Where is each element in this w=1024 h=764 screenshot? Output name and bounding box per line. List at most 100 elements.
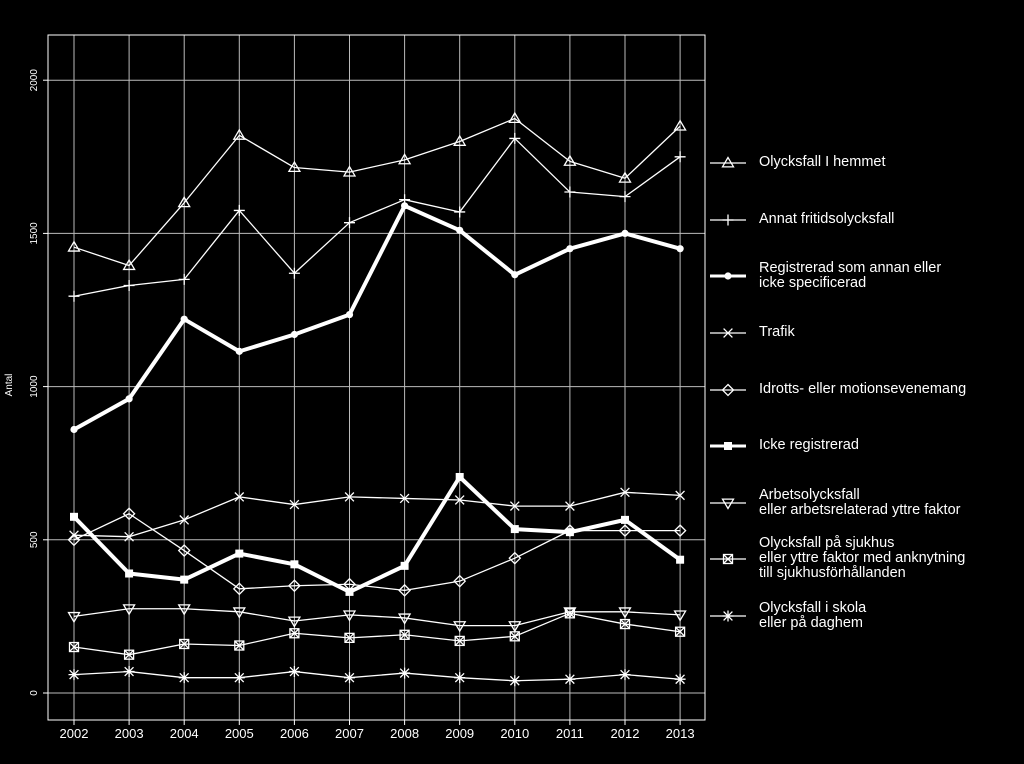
data-point <box>344 492 355 502</box>
data-point <box>401 202 409 210</box>
series-line <box>73 670 681 682</box>
data-point <box>509 631 520 642</box>
grid-lines <box>48 35 705 720</box>
data-point <box>566 245 574 253</box>
data-point <box>674 626 686 637</box>
data-point <box>232 607 246 619</box>
data-point <box>122 507 136 521</box>
data-point <box>564 608 576 619</box>
y-tick-label: 0 <box>29 690 40 696</box>
legend-label: Olycksfall på sjukhus eller yttre faktor… <box>759 535 966 581</box>
x-tick-label: 2010 <box>500 726 529 741</box>
series-9 <box>68 666 686 687</box>
x-tick-label: 2005 <box>225 726 254 741</box>
data-point <box>456 226 464 234</box>
data-point <box>676 245 684 253</box>
legend-label: Olycksfall I hemmet <box>759 154 886 170</box>
data-point <box>397 153 412 165</box>
data-point <box>400 561 409 570</box>
legend-label: Annat fritidsolycksfall <box>759 211 895 227</box>
series-2 <box>68 132 686 302</box>
data-point <box>398 583 412 597</box>
data-point <box>68 669 80 681</box>
data-point <box>68 641 80 653</box>
legend-label: Arbetsolycksfall eller arbetsrelaterad y… <box>759 487 961 518</box>
x-tick-label: 2003 <box>115 726 144 741</box>
x-tick-label: 2011 <box>556 726 584 741</box>
y-tick-label: 1000 <box>29 375 40 398</box>
data-point <box>233 204 245 216</box>
data-point <box>509 132 521 144</box>
data-point <box>345 310 354 319</box>
data-point <box>676 555 685 564</box>
data-point <box>397 613 412 625</box>
data-point <box>124 531 134 542</box>
legend-symbol <box>710 272 746 280</box>
data-point <box>177 195 191 208</box>
data-point <box>673 610 687 622</box>
data-point <box>235 347 243 355</box>
data-point <box>564 186 576 198</box>
data-point <box>180 315 188 323</box>
legend-marker <box>722 214 734 226</box>
data-point <box>454 206 466 218</box>
data-point <box>123 279 135 291</box>
x-tick-label: 2002 <box>60 726 89 741</box>
data-point <box>563 154 577 166</box>
legend-marker <box>722 553 734 565</box>
data-point <box>234 640 245 651</box>
data-point <box>122 258 136 271</box>
data-point <box>619 618 631 630</box>
data-point <box>399 493 410 504</box>
data-point <box>455 472 464 481</box>
series-line <box>73 491 681 538</box>
legend-symbol <box>710 214 746 226</box>
data-point <box>509 675 521 687</box>
x-tick-label: 2013 <box>666 726 695 741</box>
data-point <box>508 621 522 633</box>
data-point <box>621 515 629 524</box>
legend-label: Idrotts- eller motionsevenemang <box>759 381 967 397</box>
data-point <box>453 134 467 146</box>
data-point <box>179 515 190 525</box>
data-point <box>67 611 81 624</box>
data-point <box>123 666 135 678</box>
series-layer <box>67 111 687 687</box>
x-tick-label: 2004 <box>170 726 199 741</box>
x-axis: 2002 2003 2004 2005 2006 2007 2008 2009 2010 2011… <box>60 720 695 741</box>
x-tick-label: 2007 <box>335 726 364 741</box>
data-point <box>232 128 246 140</box>
plot-frame <box>47 34 706 721</box>
legend-marker <box>724 442 732 450</box>
data-point <box>342 165 357 177</box>
legend-marker <box>721 383 735 397</box>
data-point <box>508 551 522 565</box>
data-point <box>511 271 519 279</box>
data-point <box>287 579 301 593</box>
data-point <box>508 111 522 123</box>
data-point <box>234 492 245 502</box>
data-point <box>675 490 685 501</box>
data-point <box>344 672 355 684</box>
x-tick-label: 2006 <box>280 726 309 741</box>
data-point <box>618 524 632 538</box>
data-point <box>177 544 191 557</box>
series-line <box>73 117 681 267</box>
legend-label: Icke registrerad <box>759 437 859 453</box>
data-point <box>619 191 631 203</box>
legend-marker <box>724 272 732 280</box>
legend-marker <box>721 156 735 168</box>
data-point <box>288 666 300 678</box>
data-point <box>344 217 355 229</box>
data-point <box>565 528 574 537</box>
data-point <box>453 574 467 588</box>
legend-label: Olycksfall i skola eller på daghem <box>759 600 867 631</box>
series-1 <box>67 111 687 271</box>
legend-label: Trafik <box>759 324 795 340</box>
y-tick-label: 500 <box>29 531 40 548</box>
data-point <box>289 628 300 639</box>
data-point <box>565 501 575 511</box>
series-8 <box>68 608 686 660</box>
data-point <box>289 499 300 510</box>
